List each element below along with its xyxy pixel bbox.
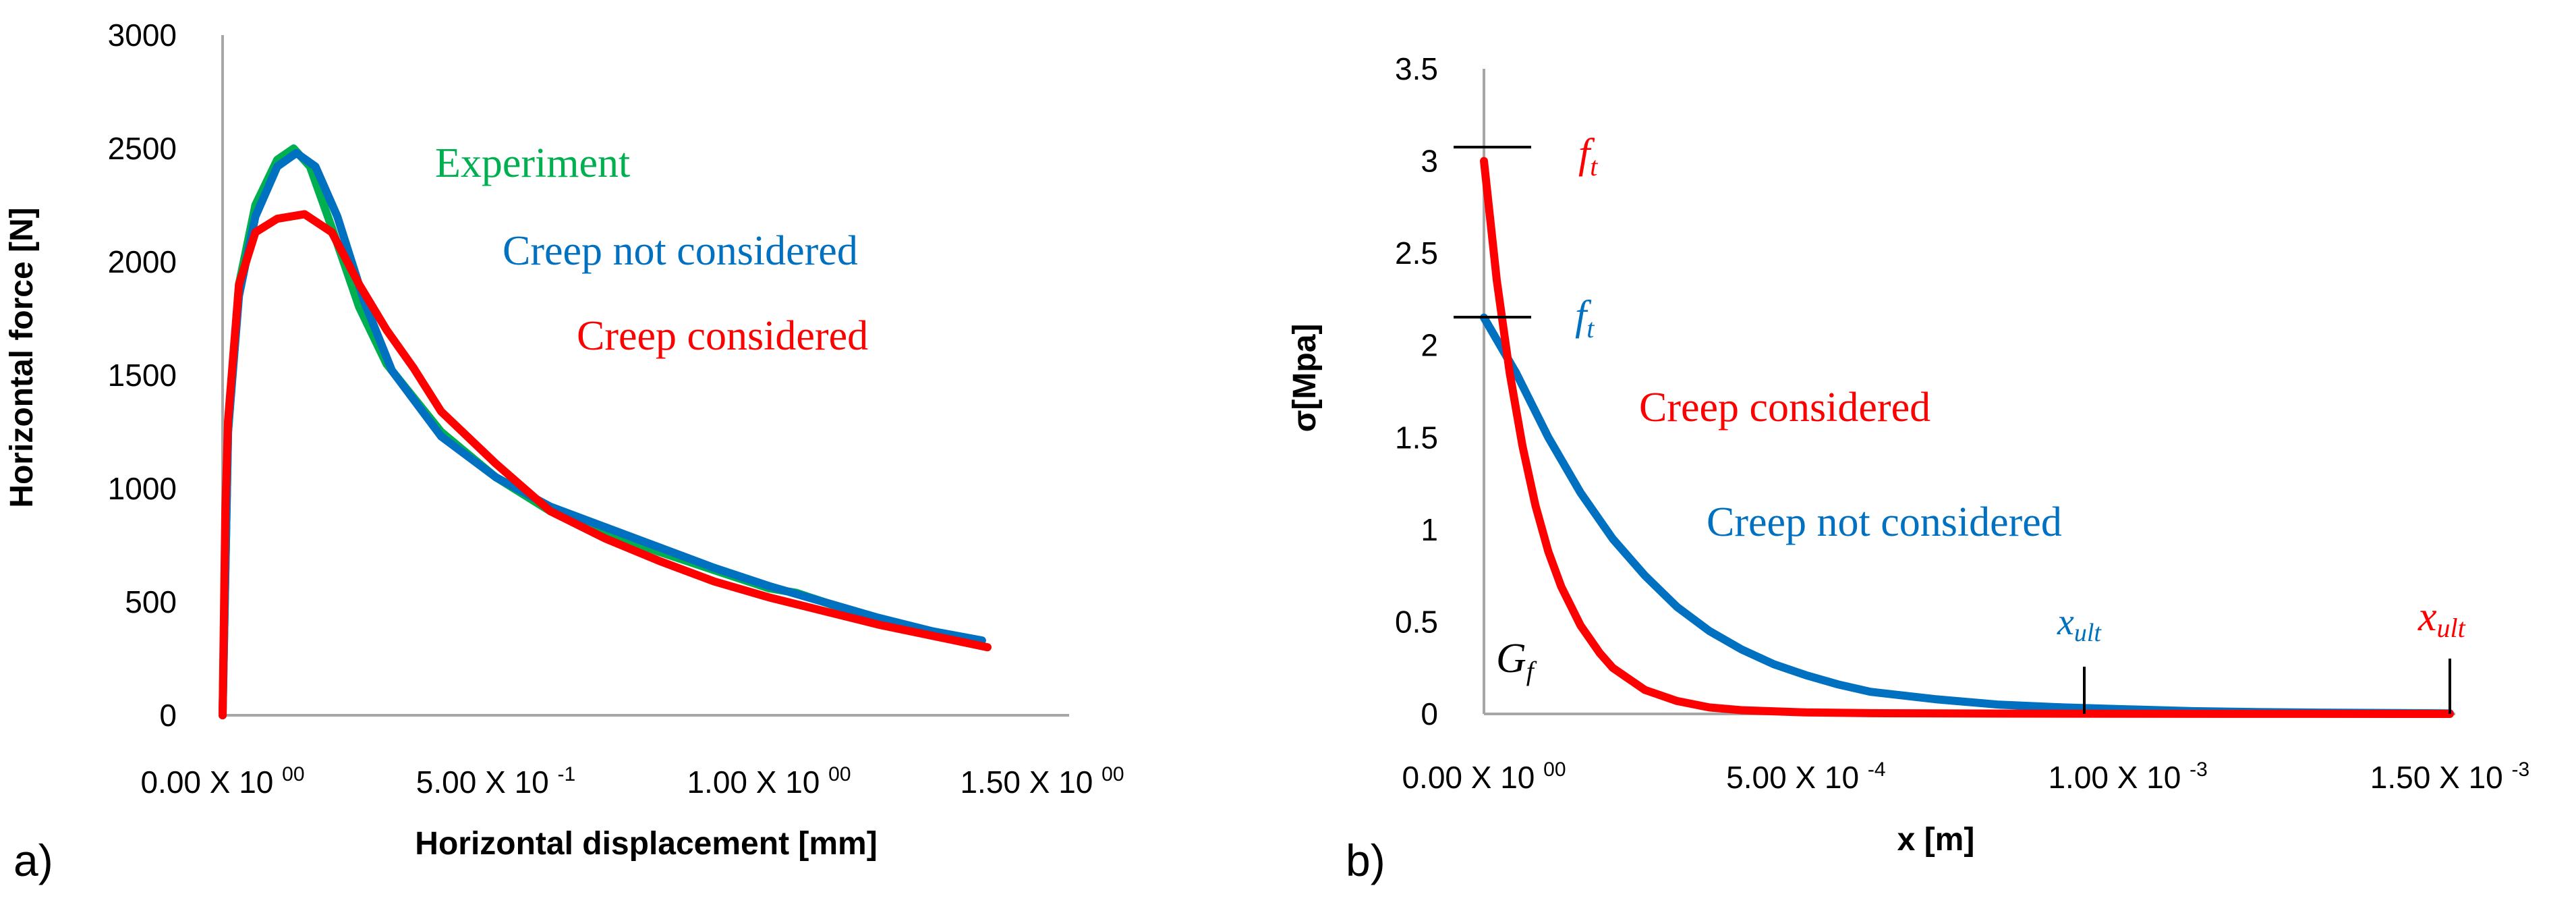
chart-b-ft-blue-subscript: t: [1586, 313, 1595, 343]
chart-b-x-tick-label-2: 1.00 X 10 -3: [2048, 758, 2207, 795]
chart-b-y-axis-title: σ[Mpa]: [1287, 324, 1323, 433]
chart-b-x-axis-title: x [m]: [1897, 822, 1975, 858]
chart-a-y-tick-label-4: 2000: [108, 244, 177, 279]
chart-b-y-tick-label-5: 2.5: [1395, 235, 1438, 271]
chart-b-y-tick-label-7: 3.5: [1395, 51, 1438, 86]
chart-a-y-ticks: 0 500 1000 1500 2000 2500 3000: [108, 18, 177, 733]
chart-b-ft-blue-label: ft: [1575, 293, 1595, 343]
chart-b-x-tick-label-0: 0.00 X 10 00: [1402, 758, 1566, 795]
chart-a-series: [219, 144, 992, 719]
chart-b-y-tick-label-0: 0: [1421, 696, 1438, 731]
chart-b-xult-blue-label: xult: [2057, 601, 2102, 647]
chart-a-y-axis-title: Horizontal force [N]: [4, 207, 40, 507]
chart-a-x-tick-label-0: 0.00 X 10 00: [140, 763, 304, 800]
chart-b-y-tick-label-1: 0.5: [1395, 604, 1438, 639]
chart-b-x-tick-label-1: 5.00 X 10 -4: [1726, 758, 1885, 795]
chart-b-ft-red-subscript: t: [1590, 151, 1598, 182]
chart-b-panel-label: b): [1346, 835, 1385, 885]
chart-b-annotation-creep-considered: Creep considered: [1639, 385, 1930, 431]
chart-a-y-tick-label-2: 1000: [108, 471, 177, 506]
chart-b-ft-red-label: ft: [1578, 131, 1598, 182]
chart-b-y-tick-label-6: 3: [1421, 144, 1438, 179]
chart-a-annotation-creep-considered: Creep considered: [577, 313, 868, 359]
chart-a-series-creep-not-considered: [219, 148, 986, 719]
chart-a-y-tick-label-1: 500: [125, 584, 177, 619]
chart-a-y-tick-label-5: 2500: [108, 131, 177, 166]
chart-b-x-ticks: 0.00 X 10 00 5.00 X 10 -4 1.00 X 10 -3 1.50…: [1402, 758, 2529, 795]
chart-b-gf-label: Gf: [1496, 636, 1537, 686]
chart-b-xult-blue-subscript: ult: [2074, 619, 2102, 647]
chart-b-xult-blue-symbol: x: [2057, 601, 2074, 643]
chart-a-x-tick-label-2: 1.00 X 10 00: [687, 763, 851, 800]
chart-panel-b: 0 0.5 1 1.5 2 2.5 3 3.5 0.00 X 10 00 5.00 X 10 -…: [1287, 51, 2529, 885]
chart-b-y-tick-label-2: 1: [1421, 512, 1438, 547]
chart-a-annotation-experiment: Experiment: [435, 140, 630, 186]
chart-b-y-ticks: 0 0.5 1 1.5 2 2.5 3 3.5: [1395, 51, 1438, 731]
chart-b-y-tick-label-4: 2: [1421, 328, 1438, 363]
chart-a-annotation-creep-not-considered: Creep not considered: [503, 228, 858, 274]
chart-b-x-tick-label-3: 1.50 X 10 -3: [2370, 758, 2529, 795]
chart-a-y-tick-label-0: 0: [159, 698, 177, 733]
chart-b-xult-red-subscript: ult: [2437, 613, 2466, 643]
chart-b-xult-red-label: xult: [2417, 594, 2466, 643]
chart-panel-a: 0 500 1000 1500 2000 2500 3000 0.00 X 10 00 5.0…: [4, 18, 1124, 885]
chart-b-series-creep-considered: [1480, 157, 2454, 718]
chart-a-x-ticks: 0.00 X 10 00 5.00 X 10 -1 1.00 X 10 00 1.50…: [140, 763, 1124, 800]
chart-b-gf-symbol: G: [1496, 636, 1526, 682]
chart-b-xult-red-symbol: x: [2417, 594, 2437, 640]
chart-a-axes: [221, 35, 1069, 717]
chart-a-x-axis-title: Horizontal displacement [mm]: [415, 826, 877, 862]
chart-a-y-tick-label-6: 3000: [108, 18, 177, 53]
chart-a-x-tick-label-3: 1.50 X 10 00: [960, 763, 1124, 800]
chart-a-panel-label: a): [13, 835, 53, 885]
chart-b-annotation-creep-not-considered: Creep not considered: [1707, 499, 2062, 545]
chart-b-series: [1480, 157, 2454, 718]
chart-a-series-creep-considered: [219, 210, 992, 719]
chart-b-gf-subscript: f: [1526, 656, 1537, 686]
chart-a-x-tick-label-1: 5.00 X 10 -1: [416, 763, 575, 800]
chart-b-markers: ft ft xult xult Gf: [1454, 131, 2466, 714]
chart-a-y-tick-label-3: 1500: [108, 358, 177, 393]
chart-b-axes: [1483, 69, 2455, 715]
chart-b-y-tick-label-3: 1.5: [1395, 420, 1438, 455]
